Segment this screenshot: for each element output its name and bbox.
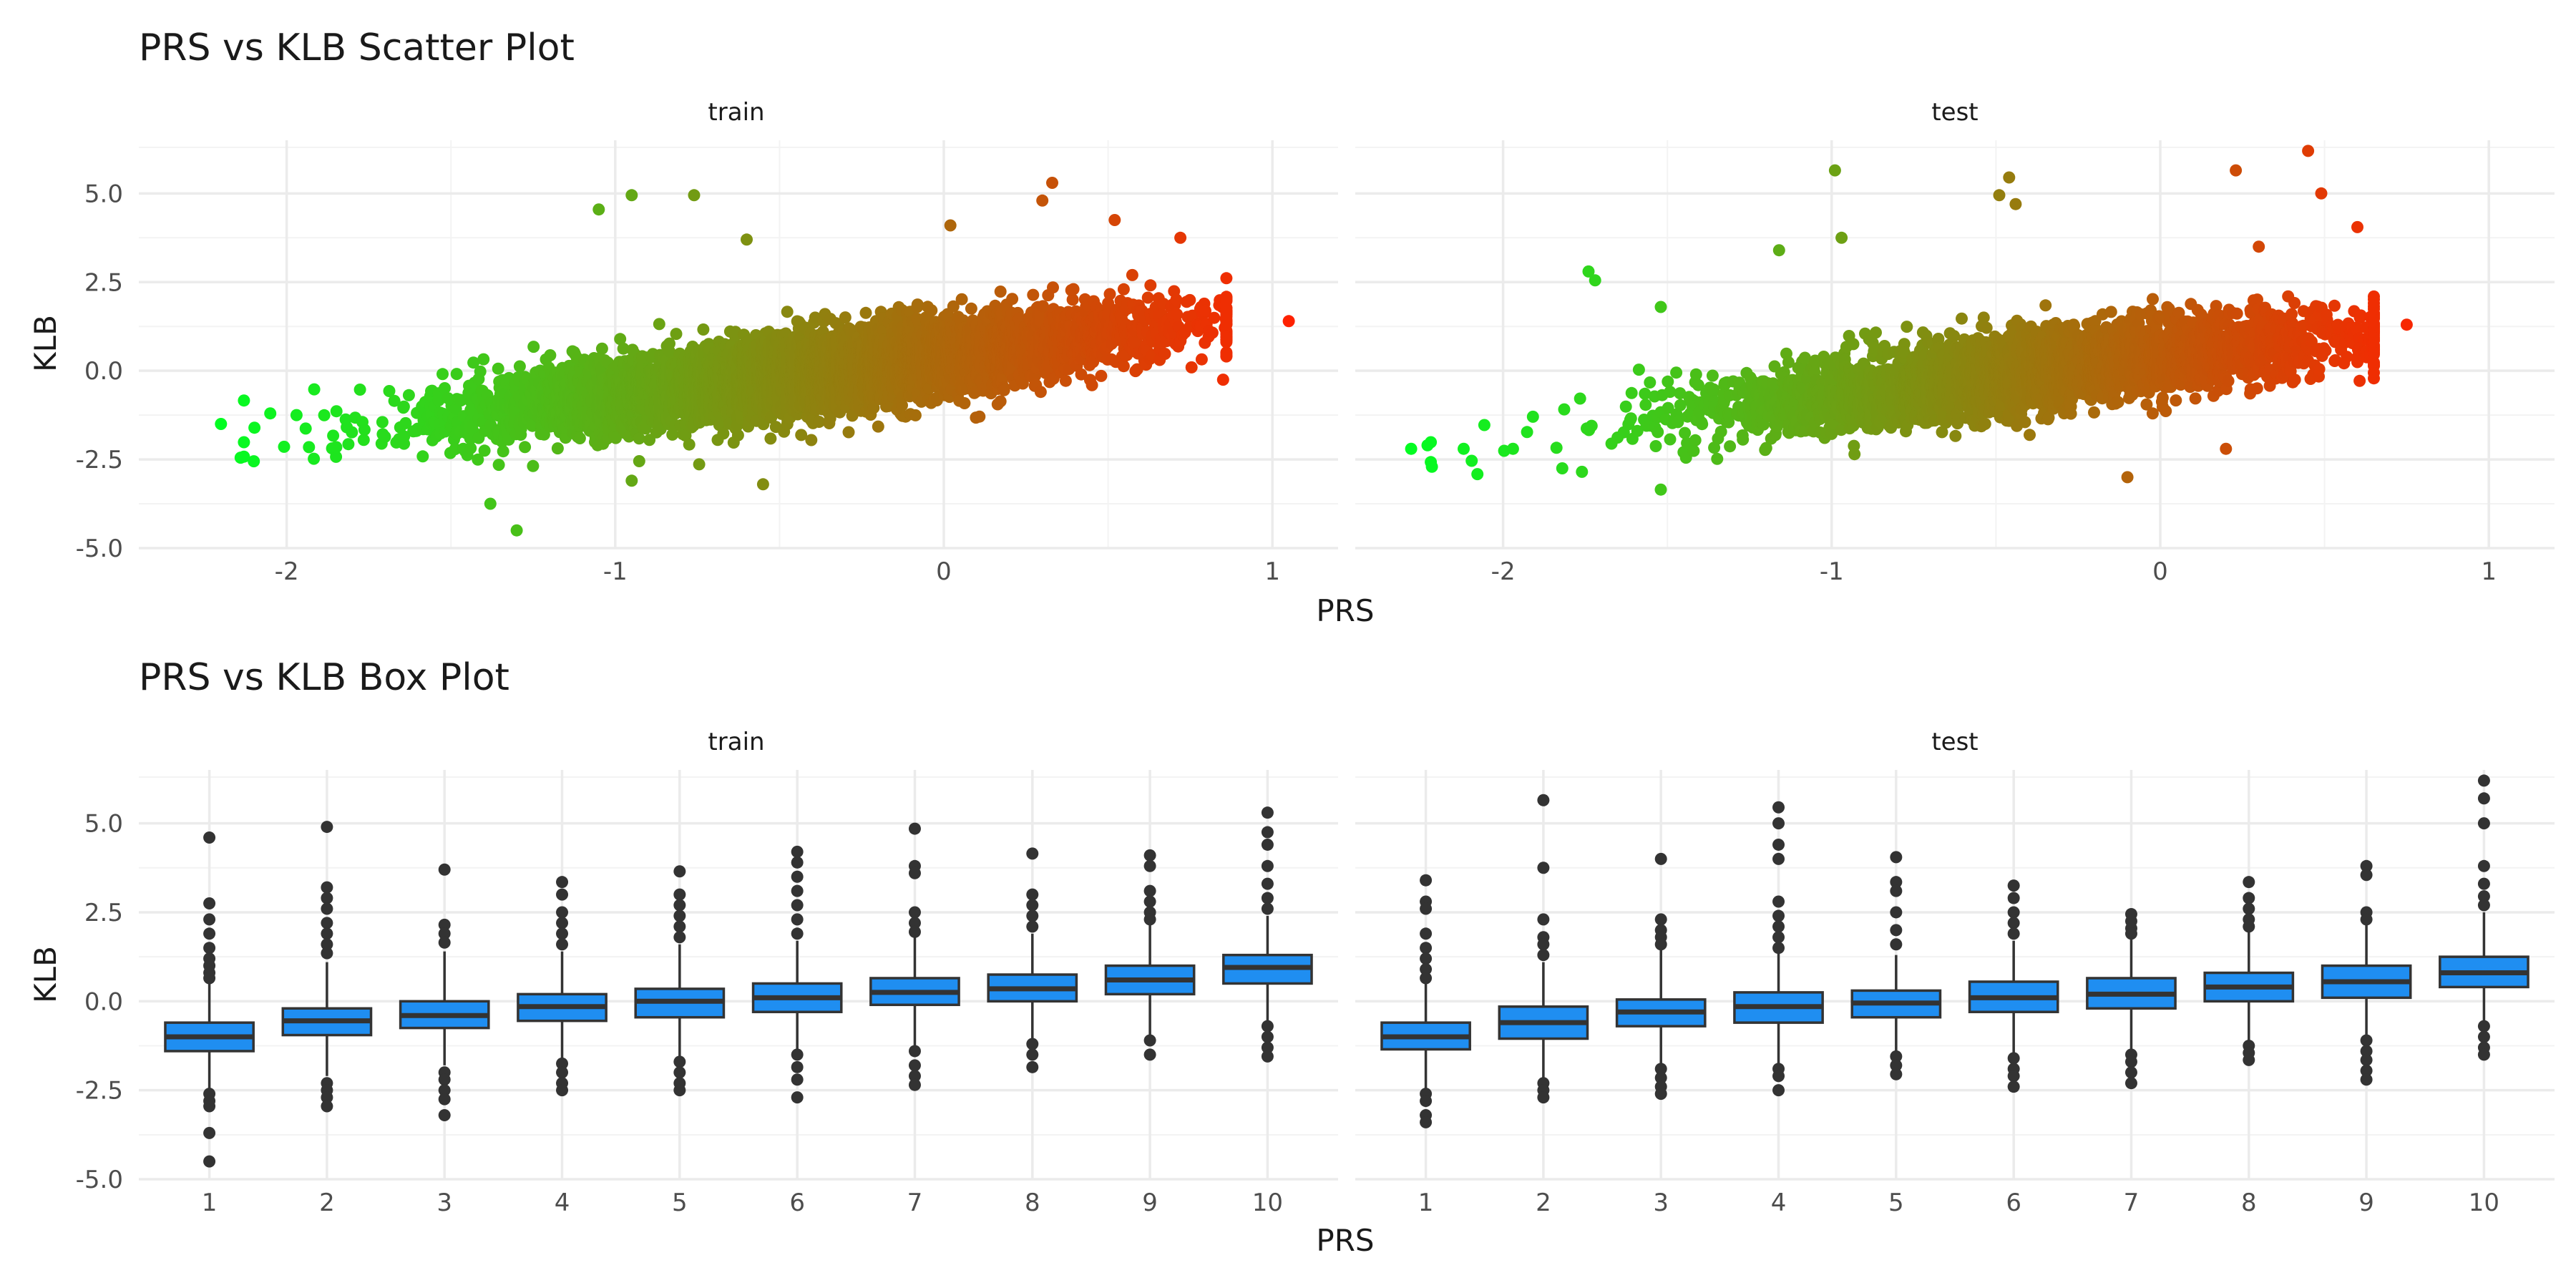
- scatter-grid-train: [139, 140, 1338, 550]
- scatter-points-train: [215, 177, 1295, 537]
- scatter-point: [595, 342, 608, 355]
- scatter-point: [859, 306, 872, 319]
- scatter-point: [839, 311, 852, 324]
- scatter-strip-test: test: [1931, 98, 1978, 127]
- scatter-point: [610, 431, 622, 444]
- scatter-point: [693, 458, 706, 471]
- scatter-point: [399, 416, 412, 429]
- scatter-point: [527, 341, 540, 353]
- scatter-point: [909, 409, 922, 421]
- scatter-point: [278, 440, 291, 453]
- scatter-point: [633, 455, 645, 467]
- scatter-point: [238, 450, 250, 463]
- scatter-point: [519, 441, 532, 454]
- scatter-point: [911, 298, 924, 311]
- scatter-point: [342, 438, 355, 451]
- scatter-point: [215, 418, 228, 430]
- scatter-point: [290, 409, 303, 421]
- scatter-point: [383, 385, 396, 397]
- scatter-point: [478, 444, 491, 457]
- scatter-point: [764, 432, 777, 445]
- scatter-point: [625, 474, 638, 487]
- scatter-point: [308, 383, 321, 396]
- scatter-point: [299, 422, 312, 435]
- scatter-point: [625, 189, 638, 202]
- scatter-point: [492, 459, 505, 472]
- scatter-point: [697, 323, 710, 336]
- scatter-point: [497, 445, 509, 458]
- scatter-point: [402, 389, 415, 401]
- scatter-point: [756, 478, 769, 491]
- scatter-point: [248, 455, 260, 468]
- scatter-point: [544, 349, 557, 361]
- scatter-point: [474, 365, 487, 378]
- scatter-point: [439, 382, 451, 394]
- scatter-point: [330, 405, 343, 418]
- scatter-point: [436, 368, 449, 381]
- scatter-point: [527, 459, 540, 472]
- scatter-point: [944, 219, 957, 232]
- scatter-point: [925, 304, 938, 317]
- scatter-point: [477, 353, 490, 366]
- scatter-point: [238, 394, 250, 407]
- scatter-plot-area: -2 -1 0 1 -2 -1 0 1-5.0-2.50.02.55.0: [76, 140, 2555, 586]
- scatter-point: [358, 424, 371, 436]
- scatter-point: [842, 426, 855, 439]
- scatter-point: [472, 453, 484, 466]
- scatter-point: [416, 450, 429, 463]
- scatter-point: [492, 362, 504, 375]
- scatter-point: [318, 409, 331, 421]
- scatter-point: [467, 356, 480, 369]
- scatter-point: [513, 360, 526, 373]
- scatter-point: [308, 452, 321, 465]
- scatter-point: [683, 438, 696, 451]
- scatter-point: [357, 434, 370, 447]
- scatter-point: [958, 397, 971, 409]
- scatter-point: [264, 407, 277, 420]
- scatter-point: [397, 400, 410, 413]
- scatter-point: [781, 306, 794, 318]
- scatter-point: [592, 203, 605, 216]
- scatter-point: [398, 430, 411, 443]
- scatter-point: [805, 434, 818, 447]
- scatter-point: [955, 293, 968, 306]
- scatter-point: [353, 384, 366, 396]
- scatter-point: [670, 328, 683, 341]
- scatter-point: [248, 421, 261, 434]
- scatter-point: [464, 441, 477, 454]
- scatter-strip-train: train: [708, 98, 764, 127]
- scatter-point: [376, 416, 389, 429]
- scatter-point: [510, 524, 523, 537]
- scatter-point: [327, 429, 340, 442]
- scatter-point: [330, 441, 343, 454]
- scatter-point: [484, 497, 497, 510]
- scatter-point: [450, 368, 463, 381]
- scatter-point: [872, 420, 884, 433]
- scatter-point: [346, 426, 358, 439]
- scatter-title: PRS vs KLB Scatter Plot: [139, 26, 575, 69]
- scatter-point: [614, 333, 627, 346]
- scatter-point: [551, 442, 564, 455]
- scatter-point: [526, 419, 539, 432]
- scatter-point: [633, 432, 645, 445]
- scatter-point: [741, 233, 753, 246]
- scatter-point: [379, 431, 391, 443]
- scatter-point: [388, 394, 401, 407]
- scatter-point: [454, 394, 467, 407]
- scatter-point: [731, 429, 744, 441]
- scatter-point: [688, 189, 701, 202]
- scatter-point: [653, 318, 665, 331]
- scatter-point: [303, 441, 316, 454]
- scatter-point: [617, 342, 630, 355]
- scatter-point: [238, 436, 250, 449]
- scatter-point: [330, 450, 343, 463]
- scatter-point: [573, 432, 586, 444]
